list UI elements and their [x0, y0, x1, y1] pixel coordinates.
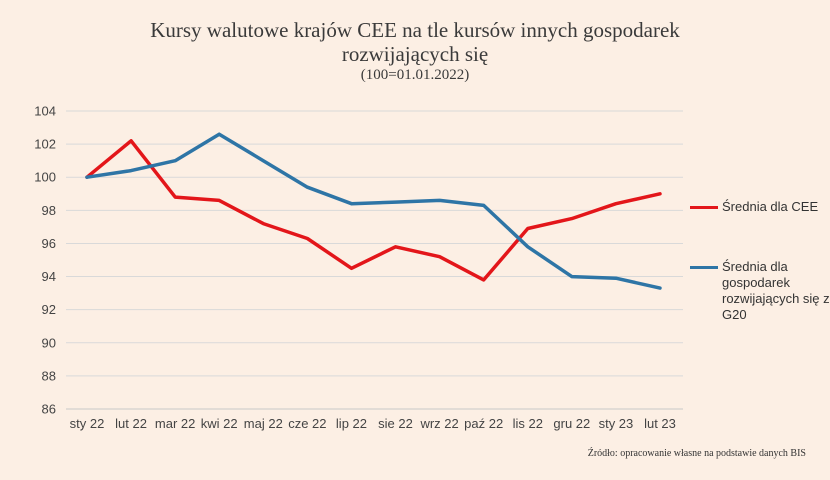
y-tick-label: 102 — [34, 137, 56, 152]
y-tick-label: 92 — [42, 302, 56, 317]
y-tick-label: 96 — [42, 236, 56, 251]
legend-swatch-g20 — [690, 266, 718, 269]
x-tick-label: sie 22 — [378, 416, 413, 431]
gridlines — [66, 110, 683, 410]
x-tick-label: wrz 22 — [419, 416, 458, 431]
x-tick-label: gru 22 — [553, 416, 590, 431]
legend-swatch-cee — [690, 206, 718, 209]
y-tick-label: 88 — [42, 368, 56, 383]
x-tick-label: cze 22 — [288, 416, 326, 431]
y-tick-label: 104 — [34, 104, 56, 119]
y-tick-label: 90 — [42, 335, 56, 350]
series-line-g20 — [85, 132, 662, 290]
x-tick-label: lut 23 — [644, 416, 676, 431]
x-tick-label: sty 22 — [70, 416, 105, 431]
y-tick-label: 94 — [42, 269, 56, 284]
source-note: Źródło: opracowanie własne na podstawie … — [587, 448, 806, 459]
x-tick-label: sty 23 — [599, 416, 634, 431]
series-line-cee — [85, 139, 662, 282]
x-tick-label: paź 22 — [464, 416, 503, 431]
x-axis-ticks: sty 22 lut 22 mar 22 kwi 22 maj 22 cze 22 lip … — [70, 416, 676, 431]
x-tick-label: lip 22 — [336, 416, 367, 431]
x-tick-label: mar 22 — [155, 416, 195, 431]
chart-title: Kursy walutowe krajów CEE na tle kursów … — [150, 18, 680, 42]
y-tick-label: 98 — [42, 203, 56, 218]
legend-label-cee: Średnia dla CEE — [722, 199, 819, 214]
chart-title-line2: rozwijających się — [341, 42, 489, 66]
legend-label-g20: Średnia dla gospodarek rozwijających się… — [722, 259, 830, 322]
x-tick-label: maj 22 — [244, 416, 283, 431]
chart-subtitle: (100=01.01.2022) — [360, 67, 470, 83]
y-axis-ticks: 86 88 90 92 94 96 98 100 102 104 — [34, 104, 56, 417]
series-lines — [85, 132, 662, 290]
y-tick-label: 86 — [42, 402, 56, 417]
y-tick-label: 100 — [34, 170, 56, 185]
x-tick-label: lis 22 — [513, 416, 543, 431]
x-tick-label: lut 22 — [115, 416, 147, 431]
x-tick-label: kwi 22 — [201, 416, 238, 431]
